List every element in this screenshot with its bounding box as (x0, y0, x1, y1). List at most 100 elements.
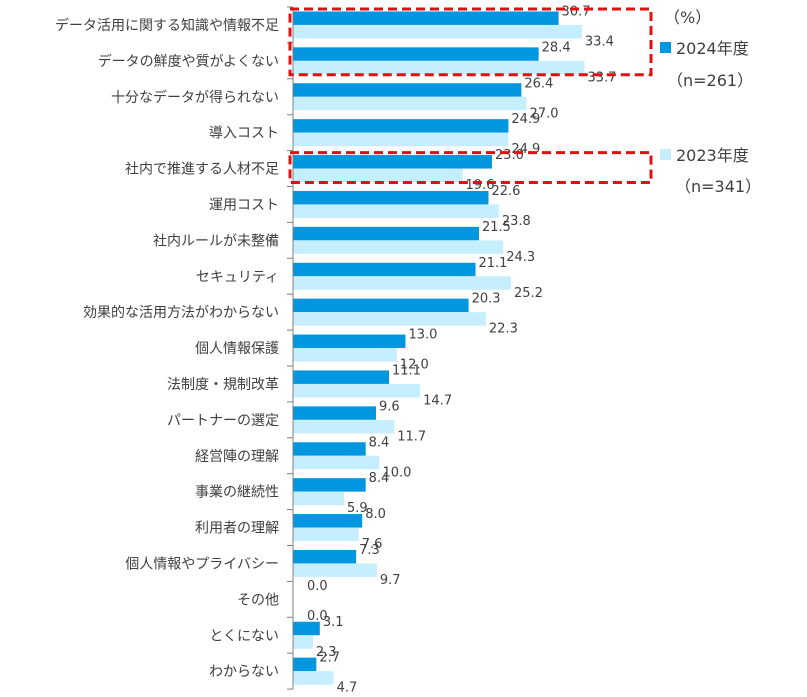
bar-2024年度 (293, 190, 489, 205)
category-label: わからない (209, 664, 279, 680)
bar-2024年度 (293, 262, 476, 277)
value-label: 33.4 (585, 34, 614, 49)
bar-2023年度 (293, 312, 486, 326)
value-label: 8.4 (369, 471, 390, 486)
category-label: 導入コスト (209, 126, 279, 142)
bar-2024年度 (293, 47, 539, 61)
value-label: 24.3 (506, 250, 535, 265)
legend-swatch-2024 (660, 42, 671, 53)
legend-sample-2024: （n=261） (667, 71, 753, 90)
category-label: 利用者の理解 (195, 521, 279, 537)
category-label: 個人情報保護 (195, 341, 279, 357)
bar-2023年度 (293, 455, 380, 470)
value-label: 7.6 (362, 537, 383, 552)
value-label: 9.6 (379, 399, 400, 414)
legend-label-2023: 2023年度 (676, 146, 749, 165)
value-label: 20.3 (472, 292, 501, 307)
highlight-box (288, 7, 653, 77)
unit-label: （%） (664, 8, 711, 27)
value-label: 25.2 (514, 286, 543, 301)
value-label: 5.9 (347, 501, 368, 516)
value-label: 30.7 (562, 4, 591, 19)
value-label: 28.4 (542, 40, 571, 55)
category-label: 社内で推進する人材不足 (125, 162, 279, 178)
legend-sample-2023: （n=341） (675, 177, 761, 196)
value-label: 14.7 (423, 393, 452, 408)
value-label: 0.0 (307, 609, 328, 624)
category-label: その他 (237, 592, 279, 608)
bar-2023年度 (293, 132, 509, 147)
bar-2023年度 (293, 24, 582, 39)
value-label: 26.4 (524, 76, 553, 91)
bar-2023年度 (293, 204, 499, 218)
labels-layer: データ活用に関する知識や情報不足 30.7 33.4 データの鮮度や質がよくない 28.… (55, 4, 616, 695)
category-label: 個人情報やプライバシー (125, 556, 279, 572)
value-label: 0.0 (307, 579, 328, 594)
category-label: 経営陣の理解 (195, 449, 279, 465)
value-label: 2.7 (319, 651, 340, 666)
value-label: 23.0 (495, 148, 524, 163)
category-label: 効果的な活用方法がわからない (83, 305, 279, 321)
value-label: 2.3 (316, 645, 337, 660)
value-label: 8.0 (365, 507, 386, 522)
value-label: 4.7 (337, 681, 358, 696)
bar-2024年度 (293, 298, 469, 313)
bar-2024年度 (293, 11, 559, 25)
value-label: 33.7 (588, 70, 617, 85)
bar-2023年度 (293, 96, 527, 111)
bar-2024年度 (293, 621, 320, 636)
value-label: 8.4 (369, 435, 390, 450)
value-label: 21.5 (482, 220, 511, 235)
bar-2024年度 (293, 119, 509, 133)
bar-2023年度 (293, 635, 313, 649)
bar-2024年度 (293, 406, 377, 420)
bar-2023年度 (293, 240, 504, 254)
bar-2024年度 (293, 334, 406, 349)
highlight-boxes (288, 7, 653, 185)
category-label: 社内ルールが未整備 (153, 233, 279, 249)
bar-2023年度 (293, 60, 585, 75)
bar-2024年度 (293, 83, 522, 97)
value-label: 13.0 (408, 328, 437, 343)
bar-2024年度 (293, 657, 317, 672)
value-label: 7.3 (359, 543, 380, 558)
axis-ticks (287, 6, 293, 690)
value-label: 12.0 (400, 358, 429, 373)
legend: （%） 2024年度 （n=261） 2023年度 （n=341） (660, 8, 761, 196)
value-label: 24.9 (511, 112, 540, 127)
bar-2023年度 (293, 527, 359, 542)
value-label: 19.6 (466, 178, 495, 193)
value-label: 3.1 (323, 615, 344, 630)
bar-2023年度 (293, 276, 511, 290)
legend-label-2024: 2024年度 (676, 39, 749, 58)
value-label: 9.7 (380, 573, 401, 588)
bar-2024年度 (293, 370, 390, 384)
legend-swatch-2023 (660, 149, 671, 160)
value-label: 27.0 (530, 106, 559, 121)
value-label: 22.6 (491, 184, 520, 199)
value-label: 11.1 (392, 363, 421, 378)
bar-2024年度 (293, 478, 366, 492)
category-label: パートナーの選定 (167, 413, 279, 429)
category-label: セキュリティ (196, 269, 279, 285)
category-label: 運用コスト (209, 197, 279, 213)
value-label: 10.0 (383, 465, 412, 480)
category-label: 事業の継続性 (195, 484, 279, 501)
bar-2023年度 (293, 671, 334, 685)
bar-2023年度 (293, 168, 463, 183)
category-label: 法制度・規制改革 (167, 377, 279, 393)
bar-2024年度 (293, 226, 479, 241)
value-label: 23.8 (502, 214, 531, 229)
bar-2023年度 (293, 348, 397, 362)
category-label: データ活用に関する知識や情報不足 (55, 17, 279, 34)
value-label: 21.1 (479, 256, 508, 271)
bar-2024年度 (293, 155, 492, 169)
category-label: データの鮮度や質がよくない (98, 53, 279, 70)
bar-2023年度 (293, 383, 421, 398)
bar-2024年度 (293, 442, 366, 456)
bar-2023年度 (293, 419, 395, 434)
bar-2024年度 (293, 549, 357, 564)
bar-2023年度 (293, 491, 345, 506)
bar-2023年度 (293, 563, 377, 577)
